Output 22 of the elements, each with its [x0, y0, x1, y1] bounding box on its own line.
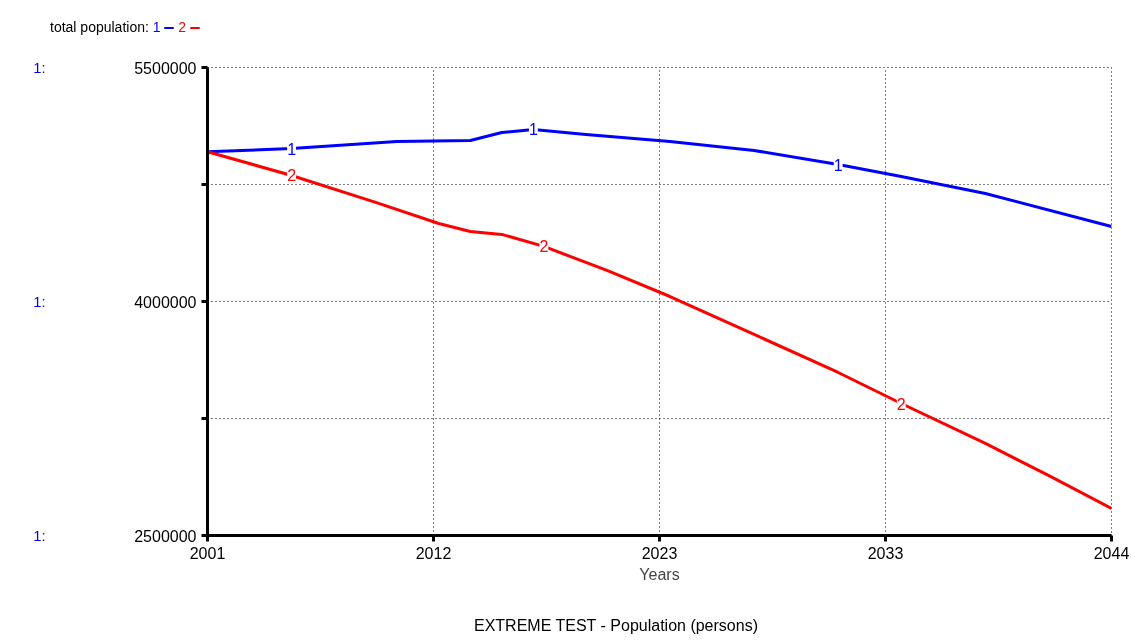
text: 1 [528, 121, 538, 139]
text: 2 [287, 167, 297, 185]
x-axis-title: Years [639, 565, 680, 583]
text: 2 [539, 238, 549, 256]
x-tick-label: 2033 [867, 544, 904, 562]
text: 1: [33, 293, 46, 310]
text: EXTREME TEST - Population (persons) [474, 616, 758, 636]
text: 1: [33, 527, 46, 544]
legend-label: 1 [152, 19, 162, 35]
y-tick-label: 5500000 [134, 59, 197, 77]
legend-label: 2 [178, 19, 188, 35]
y-tick-label: 4000000 [134, 293, 197, 311]
x-tick-label: 2001 [189, 544, 226, 562]
text: 2 [896, 395, 906, 413]
text: 1: [33, 59, 46, 76]
chart-title: total population: [50, 19, 149, 35]
x-tick-label: 2023 [641, 544, 678, 562]
text: 1 [833, 156, 843, 174]
text: 1 [287, 140, 297, 158]
x-tick-label: 2044 [1093, 544, 1130, 562]
x-tick-label: 2012 [415, 544, 452, 562]
y-tick-label: 2500000 [134, 527, 197, 545]
